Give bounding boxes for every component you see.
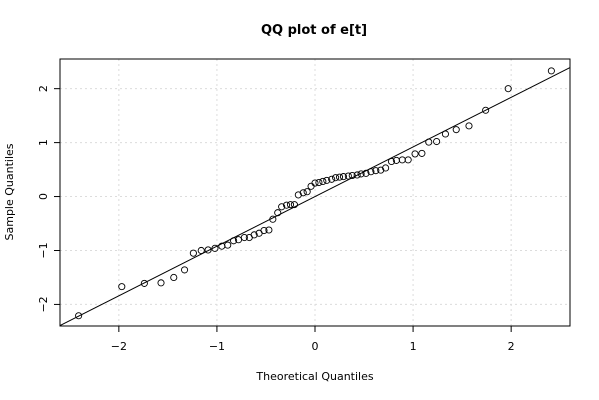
data-point-22	[278, 203, 286, 211]
data-point-18	[260, 226, 268, 235]
data-point-16	[250, 231, 258, 239]
y-tick-label-3: 1	[37, 139, 50, 146]
data-point-53	[425, 138, 433, 146]
data-point-1	[118, 283, 126, 291]
y-tick-label-2: 0	[37, 193, 50, 200]
x-axis-label: Theoretical Quantiles	[255, 370, 373, 383]
data-point-31	[315, 178, 323, 187]
data-point-46	[382, 164, 390, 172]
x-tick-label-0: −2	[111, 340, 127, 353]
data-point-60	[547, 67, 555, 75]
data-point-19	[265, 226, 273, 234]
data-point-8	[204, 246, 212, 254]
data-point-25	[290, 201, 298, 209]
data-point-57	[465, 122, 473, 130]
data-point-43	[367, 168, 375, 176]
data-point-42	[362, 169, 370, 177]
y-tick-label-0: −2	[37, 296, 50, 312]
data-point-44	[372, 167, 380, 175]
data-point-7	[197, 246, 205, 255]
data-point-39	[348, 171, 356, 180]
data-point-30	[311, 179, 319, 187]
data-point-12	[230, 237, 238, 245]
data-point-40	[353, 171, 361, 179]
data-points	[75, 67, 555, 320]
qq-line	[60, 67, 570, 326]
y-tick-label-4: 2	[37, 85, 50, 92]
x-tick-label-1: −1	[209, 340, 225, 353]
data-point-59	[504, 85, 512, 93]
data-point-50	[404, 156, 412, 164]
data-point-41	[357, 170, 365, 178]
data-point-32	[319, 177, 327, 185]
data-point-4	[170, 273, 178, 282]
data-point-54	[433, 137, 441, 146]
qq-reference-line-group	[60, 67, 570, 326]
data-point-58	[482, 106, 490, 114]
data-point-36	[335, 173, 344, 181]
data-point-21	[274, 209, 282, 217]
data-point-47	[387, 157, 396, 166]
x-tick-label-2: 0	[312, 340, 319, 353]
data-point-51	[411, 150, 419, 158]
data-point-23	[283, 201, 291, 209]
data-point-9	[211, 244, 219, 252]
data-point-0	[75, 312, 83, 320]
data-point-52	[418, 149, 426, 157]
data-point-37	[339, 173, 347, 181]
data-point-14	[240, 233, 248, 242]
data-point-20	[269, 215, 277, 223]
chart-title: QQ plot of e[t]	[261, 23, 367, 38]
data-point-2	[140, 279, 148, 287]
data-point-27	[299, 189, 307, 197]
data-point-24	[286, 201, 295, 209]
y-axis-label: Sample Quantiles	[3, 143, 16, 240]
data-point-28	[303, 188, 311, 196]
data-point-5	[181, 266, 189, 274]
data-point-6	[189, 249, 197, 257]
data-point-35	[332, 174, 340, 182]
data-point-38	[344, 172, 352, 180]
data-point-34	[328, 175, 336, 183]
data-point-56	[452, 126, 460, 134]
data-point-11	[224, 241, 232, 249]
data-point-3	[157, 279, 165, 287]
y-tick-label-1: −1	[37, 242, 50, 258]
axes: −2 −1 0 1 2 −2 −1 0 1 2	[37, 58, 571, 353]
data-point-33	[323, 176, 331, 184]
x-tick-label-3: 1	[410, 340, 417, 353]
x-tick-label-4: 2	[508, 340, 515, 353]
data-point-55	[441, 130, 449, 138]
